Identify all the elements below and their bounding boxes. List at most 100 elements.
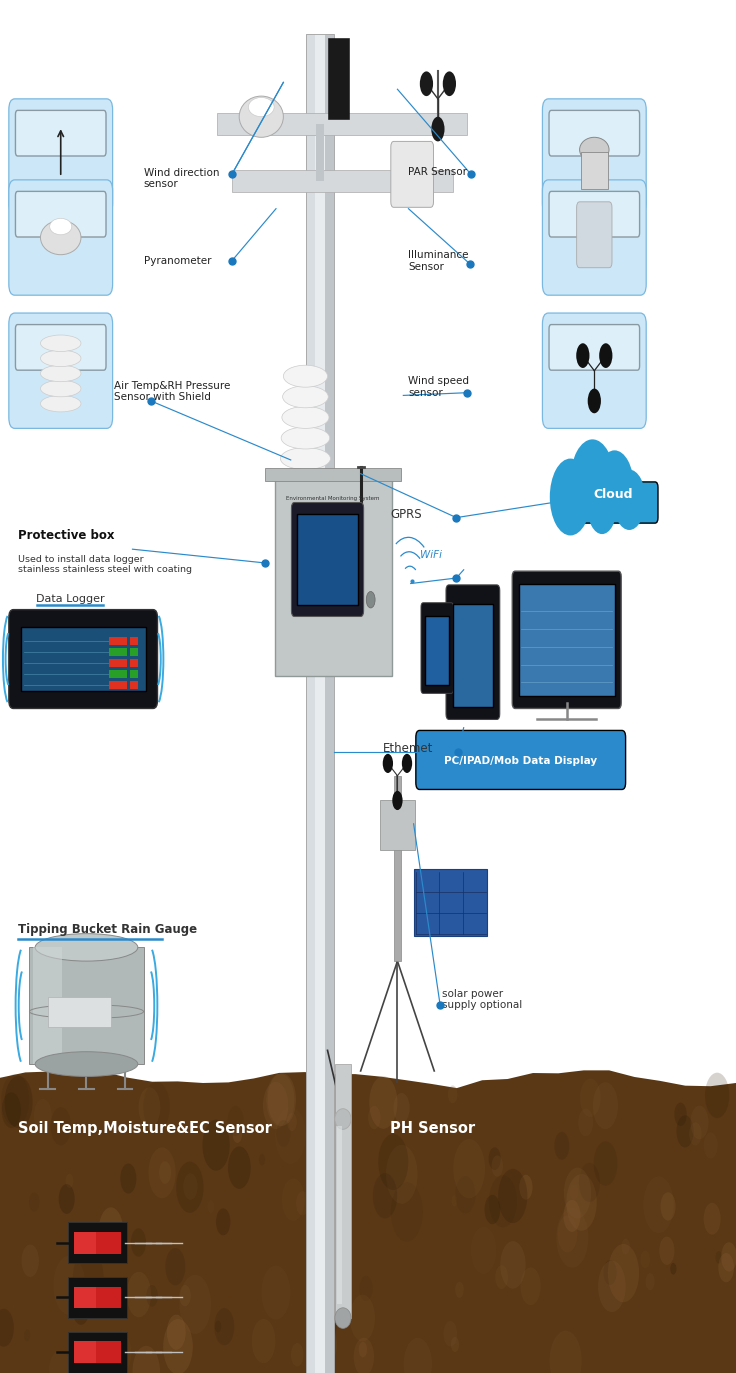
Bar bbox=[48, 997, 110, 1027]
Circle shape bbox=[368, 1105, 381, 1129]
Circle shape bbox=[604, 1260, 617, 1285]
Bar bbox=[130, 648, 138, 656]
Circle shape bbox=[444, 1321, 457, 1347]
Bar bbox=[130, 659, 138, 667]
Bar bbox=[265, 468, 401, 481]
Bar bbox=[581, 152, 607, 189]
Text: Ethemet: Ethemet bbox=[383, 741, 433, 755]
Circle shape bbox=[550, 1330, 581, 1373]
Circle shape bbox=[180, 1285, 191, 1306]
Circle shape bbox=[567, 1174, 597, 1230]
Bar bbox=[130, 637, 138, 645]
FancyBboxPatch shape bbox=[297, 514, 358, 605]
Circle shape bbox=[451, 1195, 458, 1207]
FancyBboxPatch shape bbox=[446, 585, 500, 719]
Bar bbox=[306, 34, 316, 1373]
Circle shape bbox=[394, 1093, 410, 1123]
Text: Air Temp&RH Pressure
Sensor with Shield: Air Temp&RH Pressure Sensor with Shield bbox=[114, 380, 230, 402]
Circle shape bbox=[721, 1243, 736, 1271]
Circle shape bbox=[576, 343, 590, 368]
Bar bbox=[109, 637, 127, 645]
Text: solar power
supply optional: solar power supply optional bbox=[442, 989, 522, 1011]
Circle shape bbox=[404, 1337, 432, 1373]
Circle shape bbox=[29, 1192, 40, 1212]
Circle shape bbox=[146, 1285, 158, 1307]
Ellipse shape bbox=[580, 137, 609, 162]
Bar bbox=[232, 170, 453, 192]
Text: WiFi: WiFi bbox=[420, 549, 442, 560]
Circle shape bbox=[704, 1203, 721, 1234]
Circle shape bbox=[72, 1293, 90, 1325]
FancyBboxPatch shape bbox=[15, 324, 106, 371]
Circle shape bbox=[578, 1108, 593, 1137]
FancyBboxPatch shape bbox=[291, 503, 364, 616]
Circle shape bbox=[49, 1351, 71, 1373]
Circle shape bbox=[492, 1156, 503, 1177]
Circle shape bbox=[216, 1208, 230, 1236]
Ellipse shape bbox=[40, 350, 81, 367]
Text: Wind direction
sensor: Wind direction sensor bbox=[144, 168, 219, 189]
Circle shape bbox=[159, 1162, 171, 1184]
Circle shape bbox=[484, 1195, 500, 1225]
Bar bbox=[305, 493, 308, 520]
Circle shape bbox=[564, 1167, 591, 1218]
Circle shape bbox=[373, 1173, 397, 1218]
Circle shape bbox=[259, 1153, 265, 1166]
Bar bbox=[130, 681, 138, 689]
Bar bbox=[130, 670, 138, 678]
FancyBboxPatch shape bbox=[9, 610, 158, 708]
FancyBboxPatch shape bbox=[15, 110, 106, 157]
Bar bbox=[325, 34, 334, 1373]
Ellipse shape bbox=[280, 448, 330, 470]
Circle shape bbox=[369, 1076, 397, 1129]
FancyBboxPatch shape bbox=[68, 1277, 127, 1318]
Bar bbox=[217, 113, 467, 135]
Circle shape bbox=[386, 1145, 417, 1204]
Bar bbox=[74, 1232, 121, 1254]
Circle shape bbox=[592, 1082, 618, 1129]
Bar bbox=[316, 124, 324, 181]
Circle shape bbox=[215, 1321, 222, 1332]
Circle shape bbox=[643, 1177, 673, 1233]
Circle shape bbox=[51, 1107, 71, 1145]
Bar bbox=[394, 776, 401, 961]
Circle shape bbox=[214, 1308, 234, 1346]
Circle shape bbox=[176, 1162, 204, 1212]
Bar bbox=[109, 670, 127, 678]
FancyBboxPatch shape bbox=[328, 38, 349, 119]
Bar bbox=[109, 659, 127, 667]
Circle shape bbox=[579, 1163, 600, 1203]
Circle shape bbox=[24, 1329, 30, 1341]
Ellipse shape bbox=[280, 468, 331, 490]
Ellipse shape bbox=[248, 97, 274, 117]
Circle shape bbox=[392, 791, 403, 810]
Circle shape bbox=[167, 1314, 185, 1350]
Circle shape bbox=[268, 1074, 296, 1126]
Circle shape bbox=[21, 1244, 39, 1277]
Ellipse shape bbox=[335, 1307, 351, 1329]
Circle shape bbox=[391, 1182, 422, 1241]
Circle shape bbox=[431, 117, 445, 141]
Ellipse shape bbox=[239, 96, 283, 137]
Circle shape bbox=[489, 1148, 500, 1170]
Circle shape bbox=[659, 1237, 674, 1265]
Bar bbox=[305, 514, 320, 520]
FancyBboxPatch shape bbox=[519, 584, 615, 696]
Circle shape bbox=[660, 1192, 676, 1221]
Circle shape bbox=[228, 1146, 251, 1189]
Circle shape bbox=[287, 1114, 297, 1131]
Bar bbox=[74, 1232, 96, 1254]
Ellipse shape bbox=[40, 395, 81, 412]
Circle shape bbox=[599, 343, 612, 368]
FancyBboxPatch shape bbox=[542, 313, 646, 428]
Ellipse shape bbox=[281, 427, 330, 449]
Ellipse shape bbox=[283, 365, 328, 387]
Circle shape bbox=[183, 1174, 197, 1200]
Circle shape bbox=[558, 1215, 577, 1252]
Text: Used to install data logger
stainless stainless steel with coating: Used to install data logger stainless st… bbox=[18, 555, 192, 574]
Ellipse shape bbox=[40, 335, 81, 351]
Circle shape bbox=[420, 71, 433, 96]
Bar bbox=[337, 1126, 342, 1304]
Ellipse shape bbox=[283, 386, 328, 408]
Circle shape bbox=[705, 1072, 729, 1118]
